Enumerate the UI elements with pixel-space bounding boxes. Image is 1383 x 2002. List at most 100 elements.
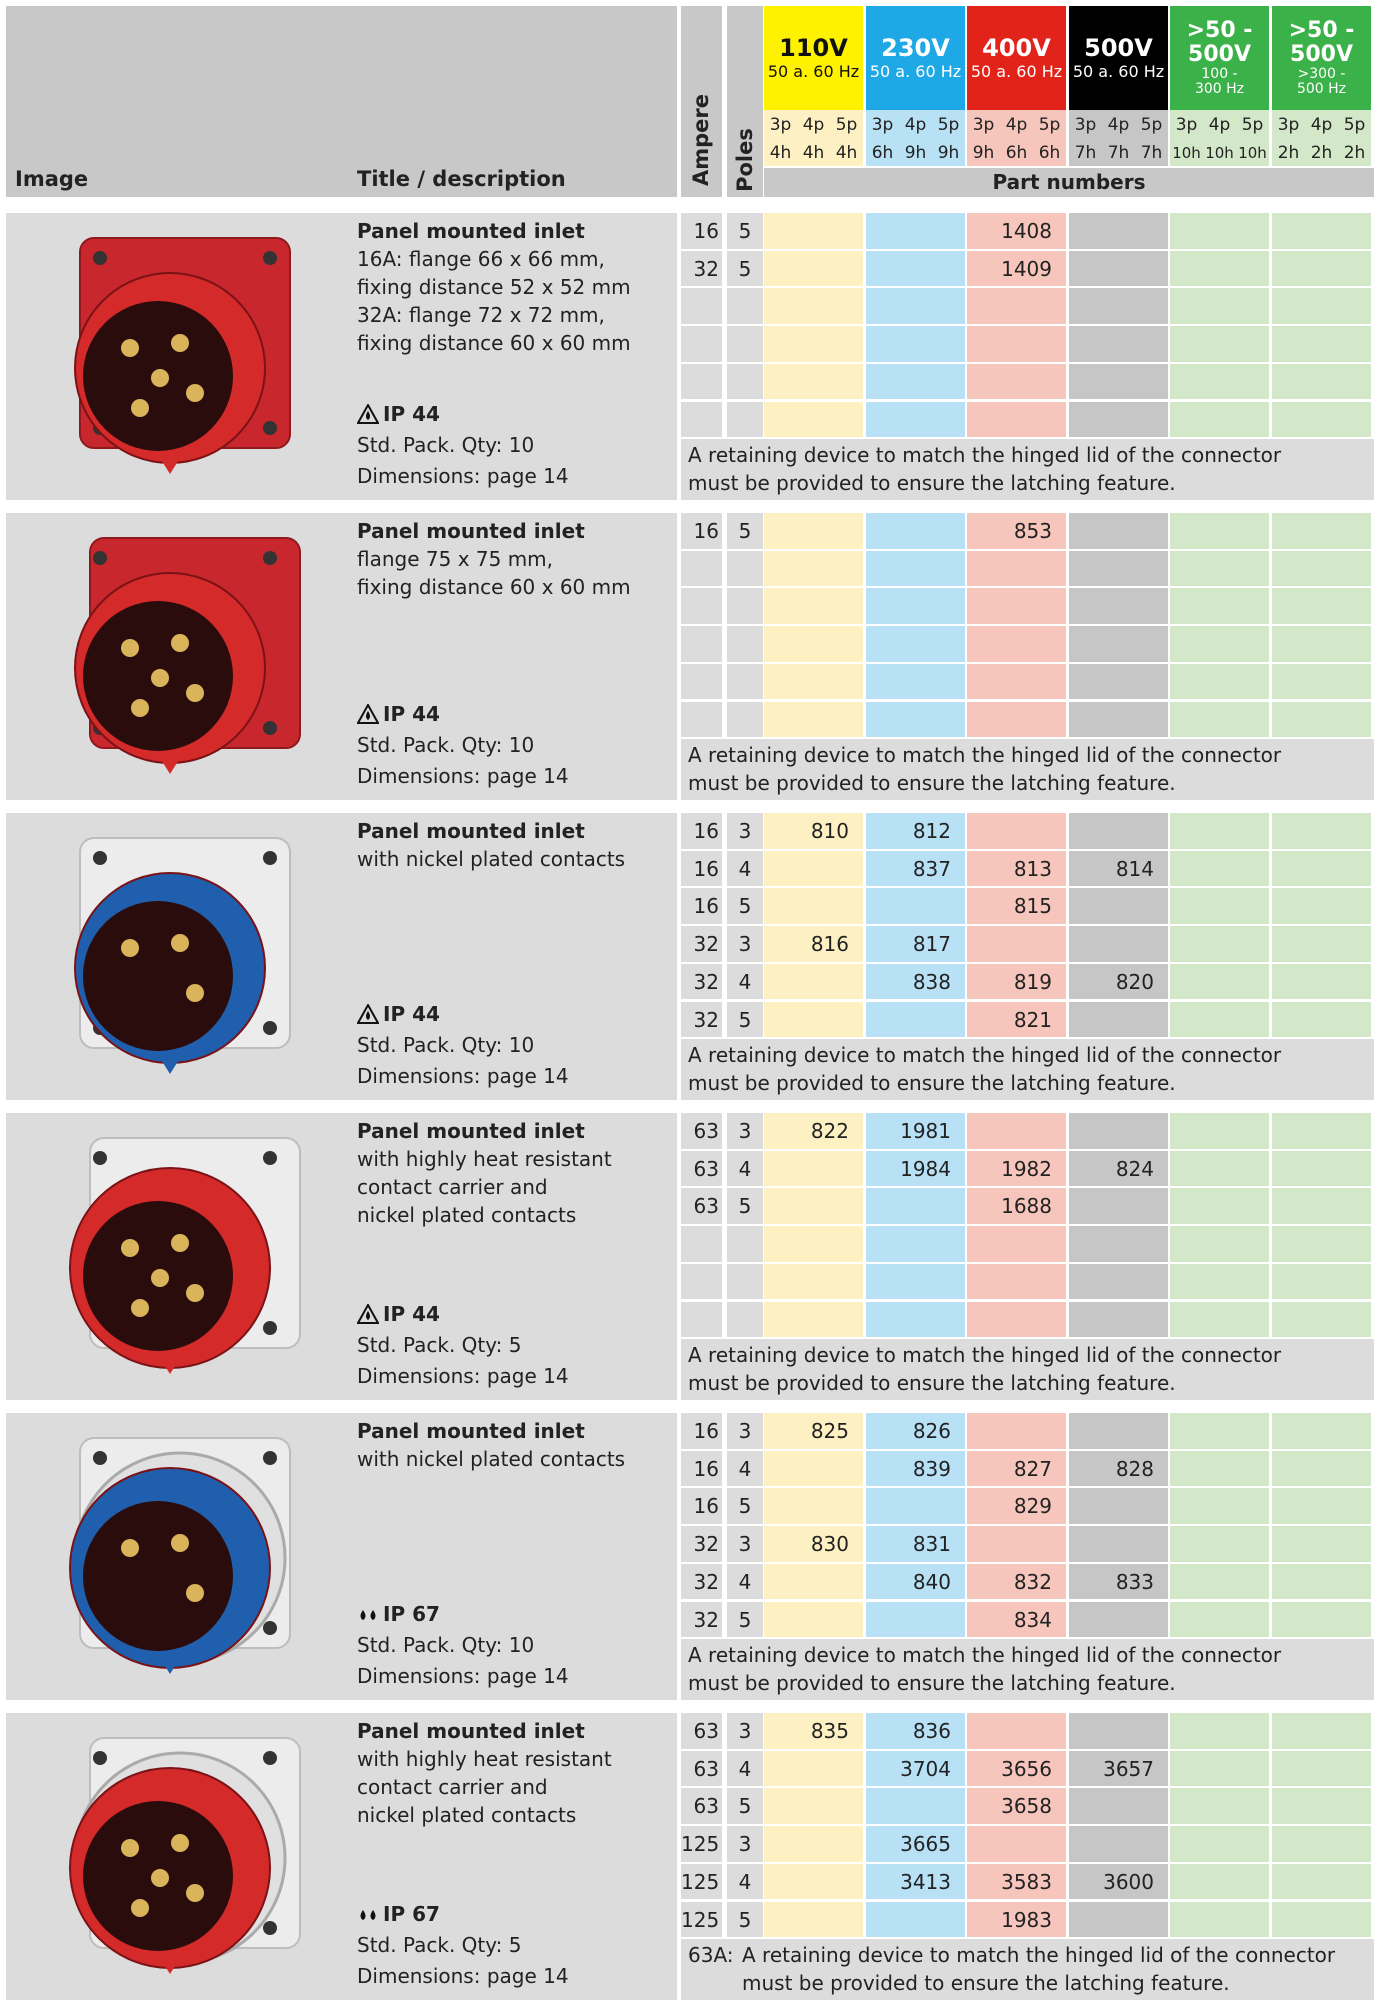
ampere-cell [681,1226,722,1262]
part-cell [1069,963,1168,1000]
part-cell [866,1563,965,1600]
part-cell [1069,1750,1168,1787]
part-cell [967,1601,1066,1638]
part-cell [967,1750,1066,1787]
phase: 3p [1277,115,1300,135]
product-image [20,518,350,798]
ampere-cell [681,926,722,962]
description: 16A: flange 66 x 66 mm, [357,247,605,271]
part-number: 833 [1115,1569,1154,1594]
product-image [20,1718,350,1998]
dimensions: Dimensions: page 14 [357,764,569,788]
part-cell [764,288,863,325]
ampere: 125 [681,1869,720,1894]
voltage-header: 110V 50 a. 60 Hz [764,6,863,110]
part-cell [967,1826,1066,1862]
ampere-cell [681,663,722,700]
part-cell [967,588,1066,625]
dimensions: Dimensions: page 14 [357,1364,569,1388]
header-bg [6,6,677,197]
part-cell [1170,1526,1269,1562]
poles-cell [727,1488,763,1525]
part-cell [1272,1113,1371,1149]
part-cell [1272,1526,1371,1562]
part-cell [967,1150,1066,1187]
poles: 5 [738,219,752,243]
part-number: 828 [1115,1456,1154,1481]
poles-cell [727,1413,763,1449]
note: must be provided to ensure the latching … [688,1671,1176,1695]
part-number: 3658 [1001,1794,1052,1819]
part-cell [1272,963,1371,1000]
part-cell [764,888,863,925]
part-cell [764,1001,863,1038]
poles-cell [727,1901,763,1938]
part-cell [866,1826,965,1862]
note: must be provided to ensure the latching … [742,1971,1230,1995]
poles: 4 [738,1869,752,1894]
part-number: 3657 [1103,1756,1154,1781]
part-cell [1170,550,1269,587]
part-cell [764,926,863,962]
part-cell [1170,1450,1269,1487]
ampere-cell [681,1901,722,1938]
ip-icon [356,402,380,424]
part-cell [1069,1526,1168,1562]
part-cell [1170,1563,1269,1600]
part-cell [866,701,965,738]
part-number: 834 [1013,1607,1052,1632]
part-number: 1984 [900,1156,951,1181]
phase: 3p [1175,115,1198,135]
part-cell [866,1488,965,1525]
part-cell [866,1750,965,1787]
ip-rating: IP 44 [383,1002,440,1026]
voltage: 230V [881,34,950,62]
poles: 5 [738,894,752,919]
ampere-cell [681,701,722,738]
part-cell [1170,1413,1269,1449]
description: with nickel plated contacts [357,847,626,871]
poles: 3 [738,819,752,843]
ampere-cell [681,1113,722,1149]
ampere-cell [681,550,722,587]
section-title: Panel mounted inlet [357,219,585,243]
pack-qty: Std. Pack. Qty: 5 [357,1333,522,1357]
part-cell [1069,850,1168,887]
sub-bg [1170,110,1269,166]
part-cell [1170,401,1269,438]
poles: 3 [738,1419,752,1443]
hours: 6h [1005,143,1028,163]
part-cell [1069,1226,1168,1262]
header-ampere: Ampere [689,93,713,187]
part-cell [967,1413,1066,1449]
part-cell [866,1788,965,1825]
ip-rating: IP 44 [383,402,440,426]
hours: 10h [1205,144,1234,162]
voltage-header: >50 - 500V 100 - 300 Hz [1170,6,1269,110]
part-number: 820 [1115,969,1154,994]
part-cell [1170,626,1269,662]
ampere-bg [681,6,722,197]
part-cell [1272,626,1371,662]
part-cell [1170,888,1269,925]
poles-cell [727,663,763,700]
poles-cell [727,1263,763,1300]
part-cell [764,250,863,287]
part-cell [1272,1150,1371,1187]
part-cell [1272,363,1371,400]
ampere: 63 [693,1756,719,1781]
hours: 6h [1038,143,1061,163]
pack-qty: Std. Pack. Qty: 5 [357,1933,522,1957]
part-cell [764,1750,863,1787]
poles: 3 [738,932,752,957]
part-cell [1272,1713,1371,1749]
ampere: 16 [693,856,719,881]
ip-rating: IP 44 [383,1302,440,1326]
part-cell [764,363,863,400]
ampere-cell [681,213,722,249]
ip-icon [357,1604,379,1624]
voltage: >50 - 500V [1288,18,1355,67]
ampere-cell [681,1563,722,1600]
part-cell [967,1263,1066,1300]
